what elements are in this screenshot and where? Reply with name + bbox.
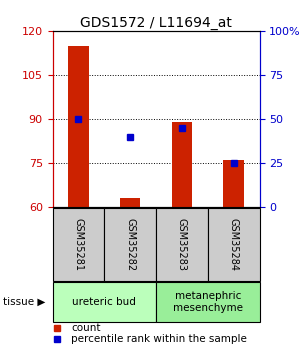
Text: percentile rank within the sample: percentile rank within the sample: [71, 334, 247, 344]
Text: GSM35283: GSM35283: [177, 218, 187, 271]
Bar: [68, 46, 89, 207]
Bar: [223, 160, 244, 207]
Bar: [52, 282, 156, 322]
Text: tissue ▶: tissue ▶: [3, 297, 45, 307]
Bar: [156, 282, 260, 322]
Bar: [52, 208, 104, 281]
Text: GSM35281: GSM35281: [74, 218, 83, 271]
Bar: [104, 208, 156, 281]
Text: GSM35282: GSM35282: [125, 218, 135, 271]
Bar: [156, 208, 208, 281]
Text: metanephric
mesenchyme: metanephric mesenchyme: [173, 291, 243, 313]
Text: count: count: [71, 323, 100, 333]
Text: GSM35284: GSM35284: [229, 218, 238, 271]
Text: ureteric bud: ureteric bud: [72, 297, 136, 307]
Bar: [172, 122, 192, 207]
Title: GDS1572 / L11694_at: GDS1572 / L11694_at: [80, 16, 232, 30]
Bar: [120, 198, 140, 207]
Bar: [208, 208, 260, 281]
